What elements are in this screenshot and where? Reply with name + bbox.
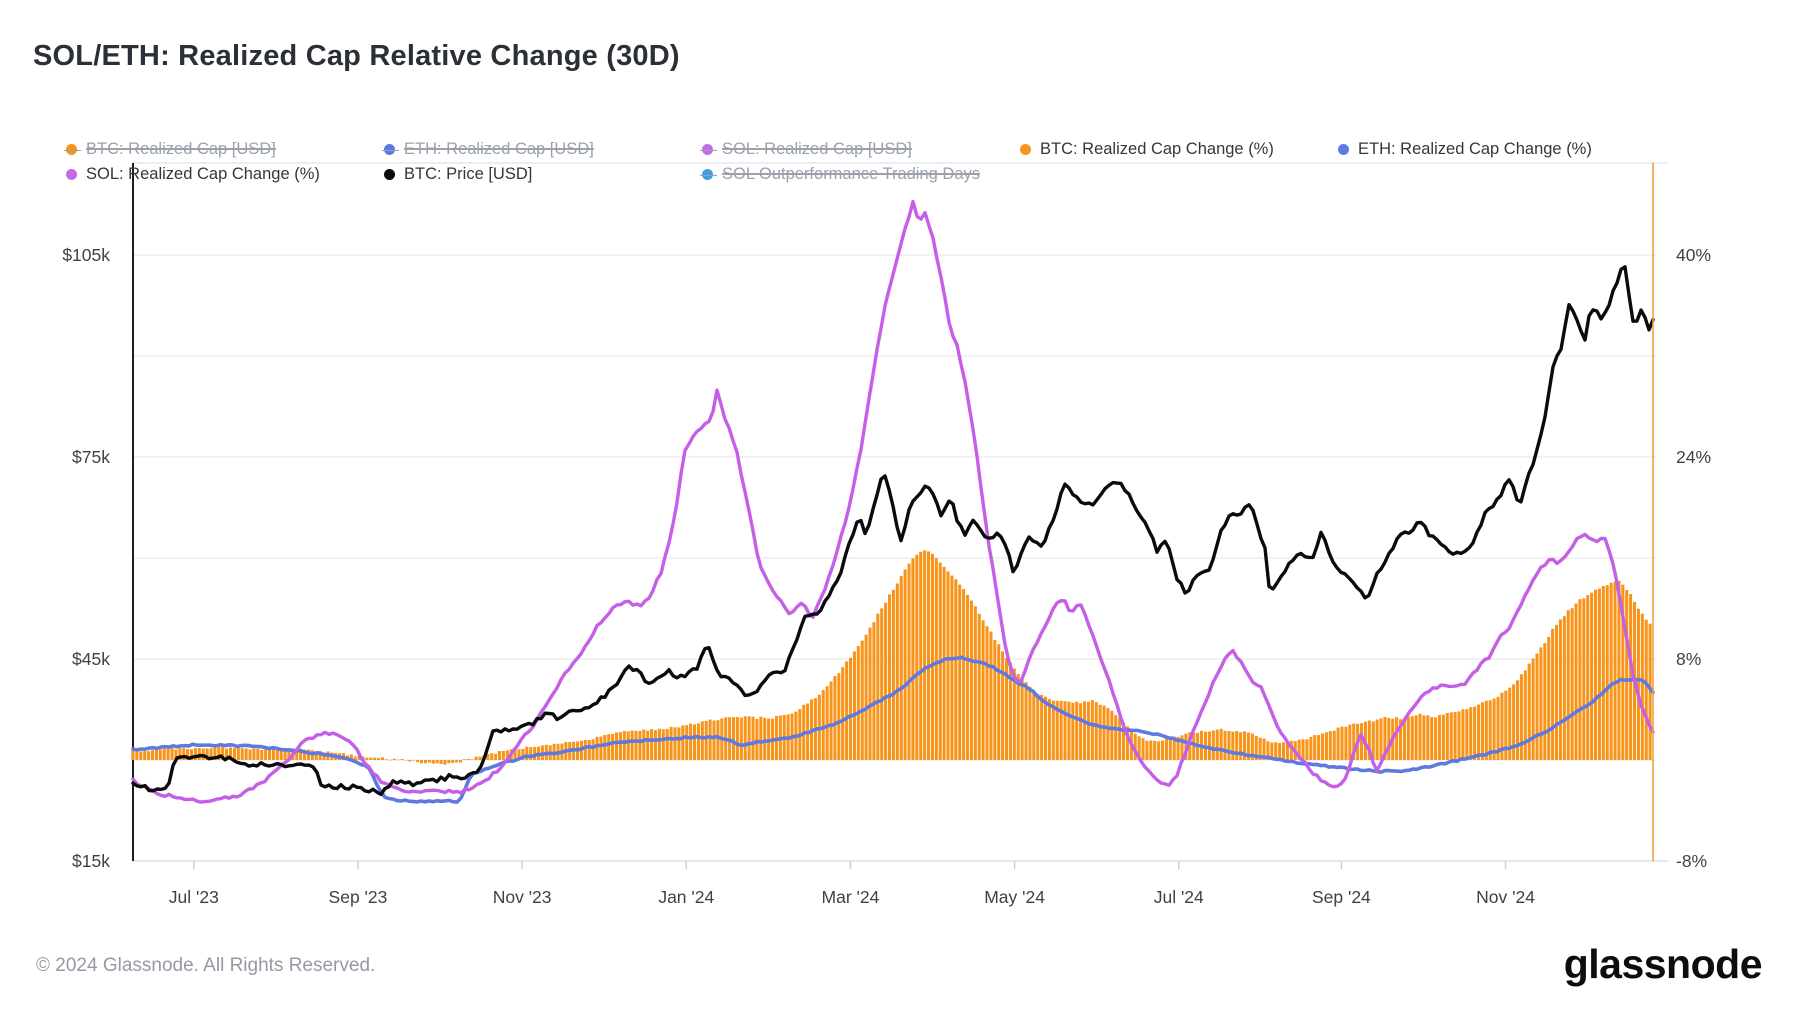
legend-label: SOL: Realized Cap Change (%) xyxy=(86,165,320,183)
x-axis-label: Jan '24 xyxy=(658,887,714,907)
legend-item-btc-price[interactable]: BTC: Price [USD] xyxy=(384,162,702,187)
legend-item-eth-realized-cap[interactable]: ETH: Realized Cap [USD] xyxy=(382,137,702,162)
y-axis-left-label: $105k xyxy=(62,245,110,265)
copyright-text: © 2024 Glassnode. All Rights Reserved. xyxy=(36,955,376,976)
legend-dot-sol-realized-cap-change-icon xyxy=(66,169,86,180)
legend-item-sol-outperformance[interactable]: SOL Outperformance Trading Days xyxy=(700,162,1020,187)
y-axis-right-label: 8% xyxy=(1676,649,1701,669)
y-axis-left-label: $75k xyxy=(72,447,110,467)
y-axis-left-label: $45k xyxy=(72,649,110,669)
x-axis-label: Sep '24 xyxy=(1312,887,1371,907)
legend-label: SOL: Realized Cap [USD] xyxy=(722,140,912,158)
legend-item-btc-realized-cap[interactable]: BTC: Realized Cap [USD] xyxy=(64,137,384,162)
x-axis-label: Jul '24 xyxy=(1154,887,1204,907)
legend-item-sol-realized-cap[interactable]: SOL: Realized Cap [USD] xyxy=(700,137,1020,162)
legend-dot-btc-realized-cap-change-icon xyxy=(1020,144,1040,155)
x-axis-label: May '24 xyxy=(984,887,1045,907)
y-axis-left-label: $15k xyxy=(72,851,110,871)
legend-dot-sol-outperformance-icon xyxy=(700,169,722,180)
legend-label: BTC: Realized Cap [USD] xyxy=(86,140,276,158)
legend-dot-eth-realized-cap-change-icon xyxy=(1338,144,1358,155)
legend-dot-eth-realized-cap-icon xyxy=(382,144,404,155)
y-axis-right-label: 40% xyxy=(1676,245,1711,265)
legend-item-eth-realized-cap-change[interactable]: ETH: Realized Cap Change (%) xyxy=(1338,137,1656,162)
series-eth-realized-cap-change-line xyxy=(131,655,1655,804)
x-axis-label: Jul '23 xyxy=(169,887,219,907)
y-axis-right-label: -8% xyxy=(1676,851,1707,871)
x-axis-label: Sep '23 xyxy=(329,887,388,907)
legend-label: BTC: Realized Cap Change (%) xyxy=(1040,140,1274,158)
x-axis-label: Nov '24 xyxy=(1476,887,1535,907)
series-sol-realized-cap-change-line xyxy=(131,199,1655,804)
legend-label: BTC: Price [USD] xyxy=(404,165,533,183)
legend-dot-btc-realized-cap-icon xyxy=(64,144,86,155)
legend-label: ETH: Realized Cap Change (%) xyxy=(1358,140,1592,158)
series-btc-price-usd-line xyxy=(131,265,1655,797)
x-axis-label: Nov '23 xyxy=(493,887,552,907)
legend: BTC: Realized Cap [USD] ETH: Realized Cap… xyxy=(64,137,1686,187)
legend-dot-sol-realized-cap-icon xyxy=(700,144,722,155)
legend-label: SOL Outperformance Trading Days xyxy=(722,165,981,183)
y-axis-right-label: 24% xyxy=(1676,447,1711,467)
series-btc-realized-cap-change-bars xyxy=(131,550,1652,765)
legend-item-sol-realized-cap-change[interactable]: SOL: Realized Cap Change (%) xyxy=(66,162,384,187)
legend-dot-btc-price-icon xyxy=(384,169,404,180)
chart-title: SOL/ETH: Realized Cap Relative Change (3… xyxy=(33,40,680,72)
x-axis-label: Mar '24 xyxy=(822,887,880,907)
legend-item-btc-realized-cap-change[interactable]: BTC: Realized Cap Change (%) xyxy=(1020,137,1338,162)
legend-label: ETH: Realized Cap [USD] xyxy=(404,140,594,158)
glassnode-logo: glassnode xyxy=(1563,941,1763,987)
